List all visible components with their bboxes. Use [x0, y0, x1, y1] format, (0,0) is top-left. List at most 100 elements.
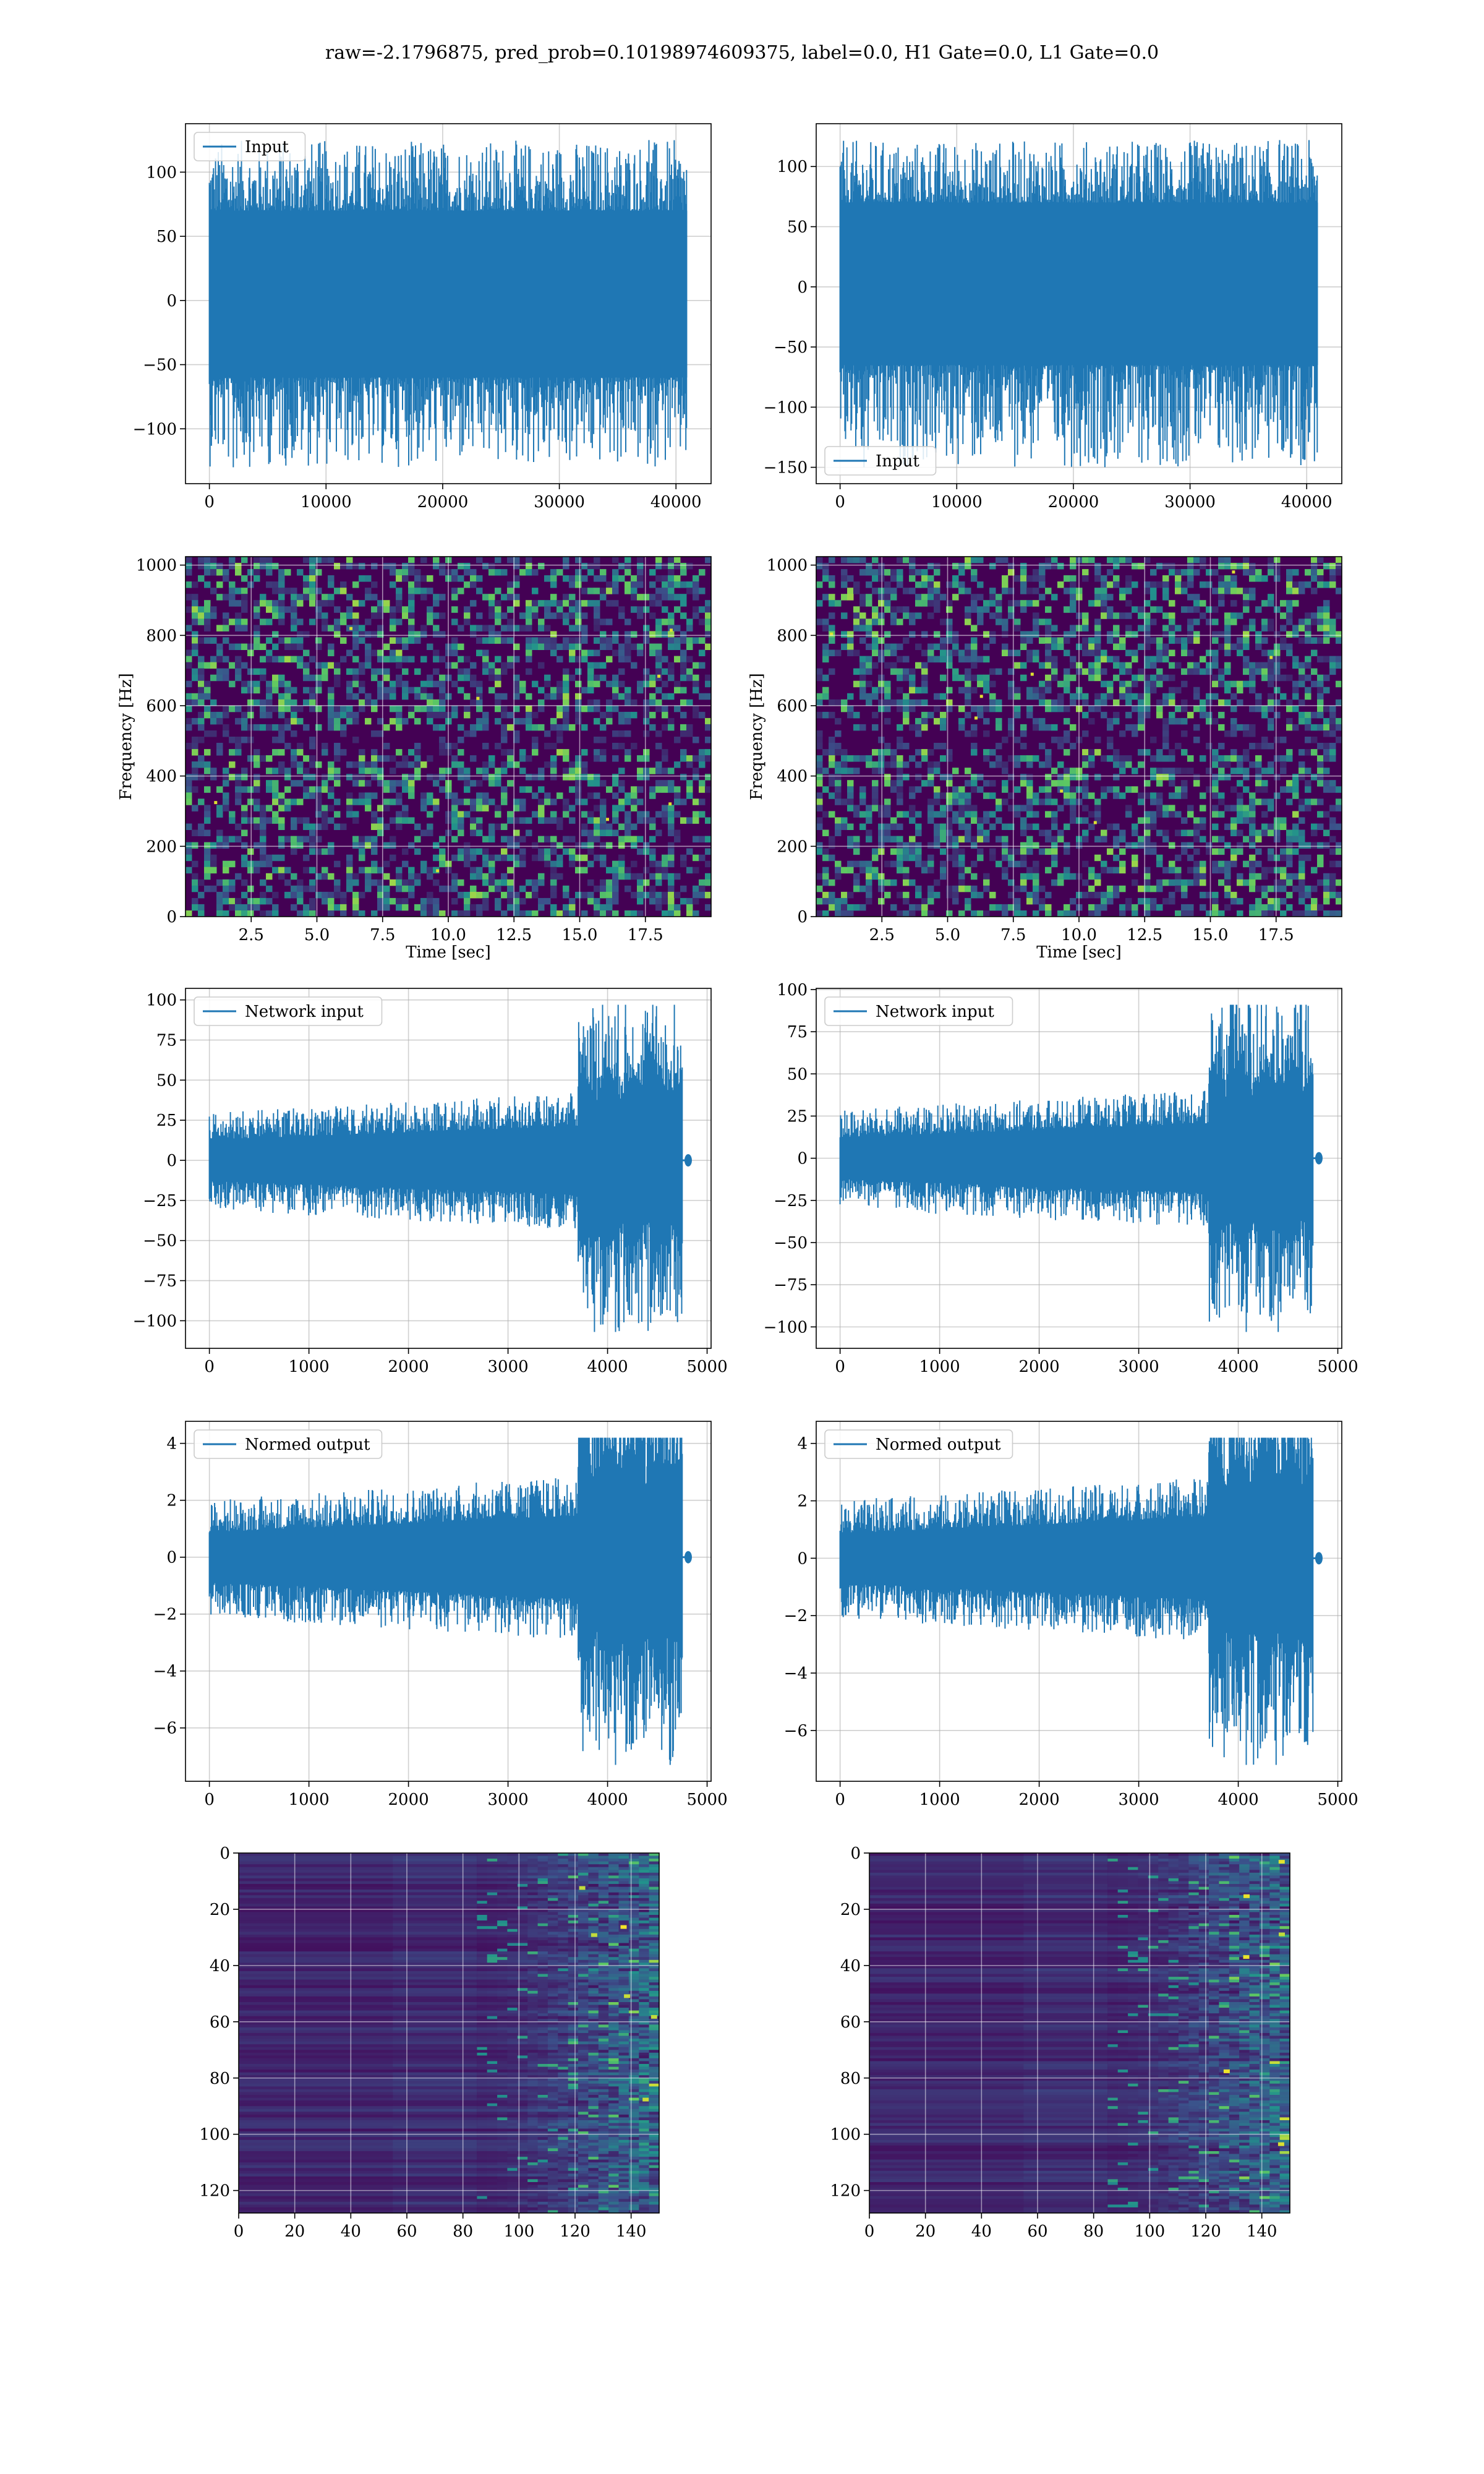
heatmap-cell — [649, 897, 656, 905]
heatmap-cell — [649, 891, 656, 899]
heatmap-cell — [859, 668, 866, 675]
heatmap-cell — [1051, 662, 1058, 669]
heatmap-cell — [649, 792, 656, 799]
heatmap-cell — [192, 631, 198, 638]
heatmap-cell — [1138, 711, 1145, 719]
heatmap-cell — [1088, 705, 1095, 713]
heatmap-cell — [940, 674, 947, 682]
heatmap-cell — [699, 637, 706, 644]
heatmap-cell — [556, 705, 563, 713]
heatmap-cell — [897, 761, 903, 768]
heatmap-cell — [674, 798, 681, 805]
heatmap-cell — [1311, 575, 1318, 582]
heatmap-cell — [1218, 768, 1225, 774]
heatmap-cell — [934, 798, 940, 805]
heatmap-cell — [971, 594, 978, 601]
heatmap-cell — [594, 680, 600, 688]
heatmap-cell — [878, 563, 885, 570]
heatmap-cell — [977, 910, 984, 917]
heatmap-cell — [1268, 649, 1274, 656]
heatmap-cell — [618, 768, 625, 774]
heatmap-cell — [1119, 761, 1126, 768]
heatmap-cell — [1255, 786, 1262, 793]
heatmap-cell — [1014, 705, 1021, 713]
heatmap-cell — [1057, 581, 1064, 588]
heatmap-cell — [655, 829, 662, 836]
heatmap-cell — [1169, 693, 1175, 700]
heatmap-cell — [594, 557, 600, 563]
heatmap-cell — [668, 768, 675, 774]
heatmap-cell — [1113, 631, 1120, 638]
heatmap-cell — [1255, 631, 1262, 638]
heatmap-cell — [1187, 910, 1194, 917]
heatmap-cell — [556, 606, 563, 613]
heatmap-cell — [971, 805, 978, 811]
heatmap-cell — [1255, 798, 1262, 805]
heatmap-cell — [1249, 829, 1256, 836]
heatmap-cell — [1317, 618, 1324, 625]
heatmap-cell — [272, 612, 279, 619]
heatmap-cell — [519, 687, 526, 694]
heatmap-cell — [705, 817, 712, 824]
heatmap-cell — [1230, 724, 1237, 731]
heatmap-cell — [352, 904, 359, 911]
heatmap-cell — [983, 600, 990, 607]
heatmap-cell — [618, 575, 625, 582]
heatmap-cell — [1175, 873, 1182, 880]
heatmap-cell — [1329, 749, 1336, 756]
heatmap-cell — [1212, 618, 1219, 625]
heatmap-cell — [1094, 600, 1101, 607]
heatmap-cell — [346, 885, 353, 892]
heatmap-cell — [526, 817, 532, 824]
heatmap-cell — [1150, 798, 1157, 805]
heatmap-cell — [532, 854, 539, 862]
heatmap-cell — [606, 891, 613, 899]
heatmap-cell — [1008, 600, 1015, 607]
heatmap-cell — [507, 1859, 518, 1862]
heatmap-cell — [550, 885, 557, 892]
heatmap-cell — [272, 768, 279, 774]
heatmap-cell — [229, 879, 236, 886]
heatmap-cell — [835, 730, 842, 737]
heatmap-cell — [1175, 792, 1182, 799]
heatmap-cell — [1156, 563, 1163, 570]
heatmap-cell — [1088, 649, 1095, 656]
heatmap-cell — [346, 594, 353, 601]
heatmap-cell — [383, 842, 390, 849]
heatmap-cell — [1094, 705, 1101, 713]
heatmap-cell — [674, 792, 681, 799]
heatmap-cell — [501, 798, 508, 805]
heatmap-cell — [1200, 711, 1206, 719]
heatmap-cell — [291, 618, 297, 625]
heatmap-cell — [408, 625, 415, 631]
y-tick-label: −2 — [153, 1606, 177, 1624]
heatmap-cell — [223, 674, 229, 682]
heatmap-cell — [934, 656, 940, 663]
heatmap-cell — [198, 737, 205, 743]
heatmap-cell — [464, 618, 471, 625]
heatmap-cell — [241, 618, 248, 625]
heatmap-cell — [414, 848, 421, 855]
heatmap-cell — [1305, 780, 1311, 787]
heatmap-cell — [637, 836, 644, 843]
heatmap-cell — [1014, 625, 1021, 631]
heatmap-cell — [439, 768, 446, 774]
heatmap-cell — [822, 854, 829, 862]
heatmap-cell — [216, 879, 223, 886]
heatmap-cell — [686, 761, 693, 768]
heatmap-cell — [371, 817, 378, 824]
heatmap-cell — [247, 649, 254, 656]
heatmap-cell — [517, 1853, 528, 1856]
heatmap-cell — [1212, 674, 1219, 682]
heatmap-cell — [476, 823, 483, 830]
heatmap-cell — [291, 711, 297, 719]
heatmap-cell — [946, 755, 953, 762]
heatmap-cell — [439, 680, 446, 688]
heatmap-cell — [612, 730, 619, 737]
heatmap-cell — [507, 581, 514, 588]
heatmap-cell — [1187, 563, 1194, 570]
heatmap-cell — [1323, 786, 1330, 793]
heatmap-cell — [1243, 768, 1250, 774]
heatmap-cell — [420, 680, 427, 688]
heatmap-cell — [1329, 662, 1336, 669]
